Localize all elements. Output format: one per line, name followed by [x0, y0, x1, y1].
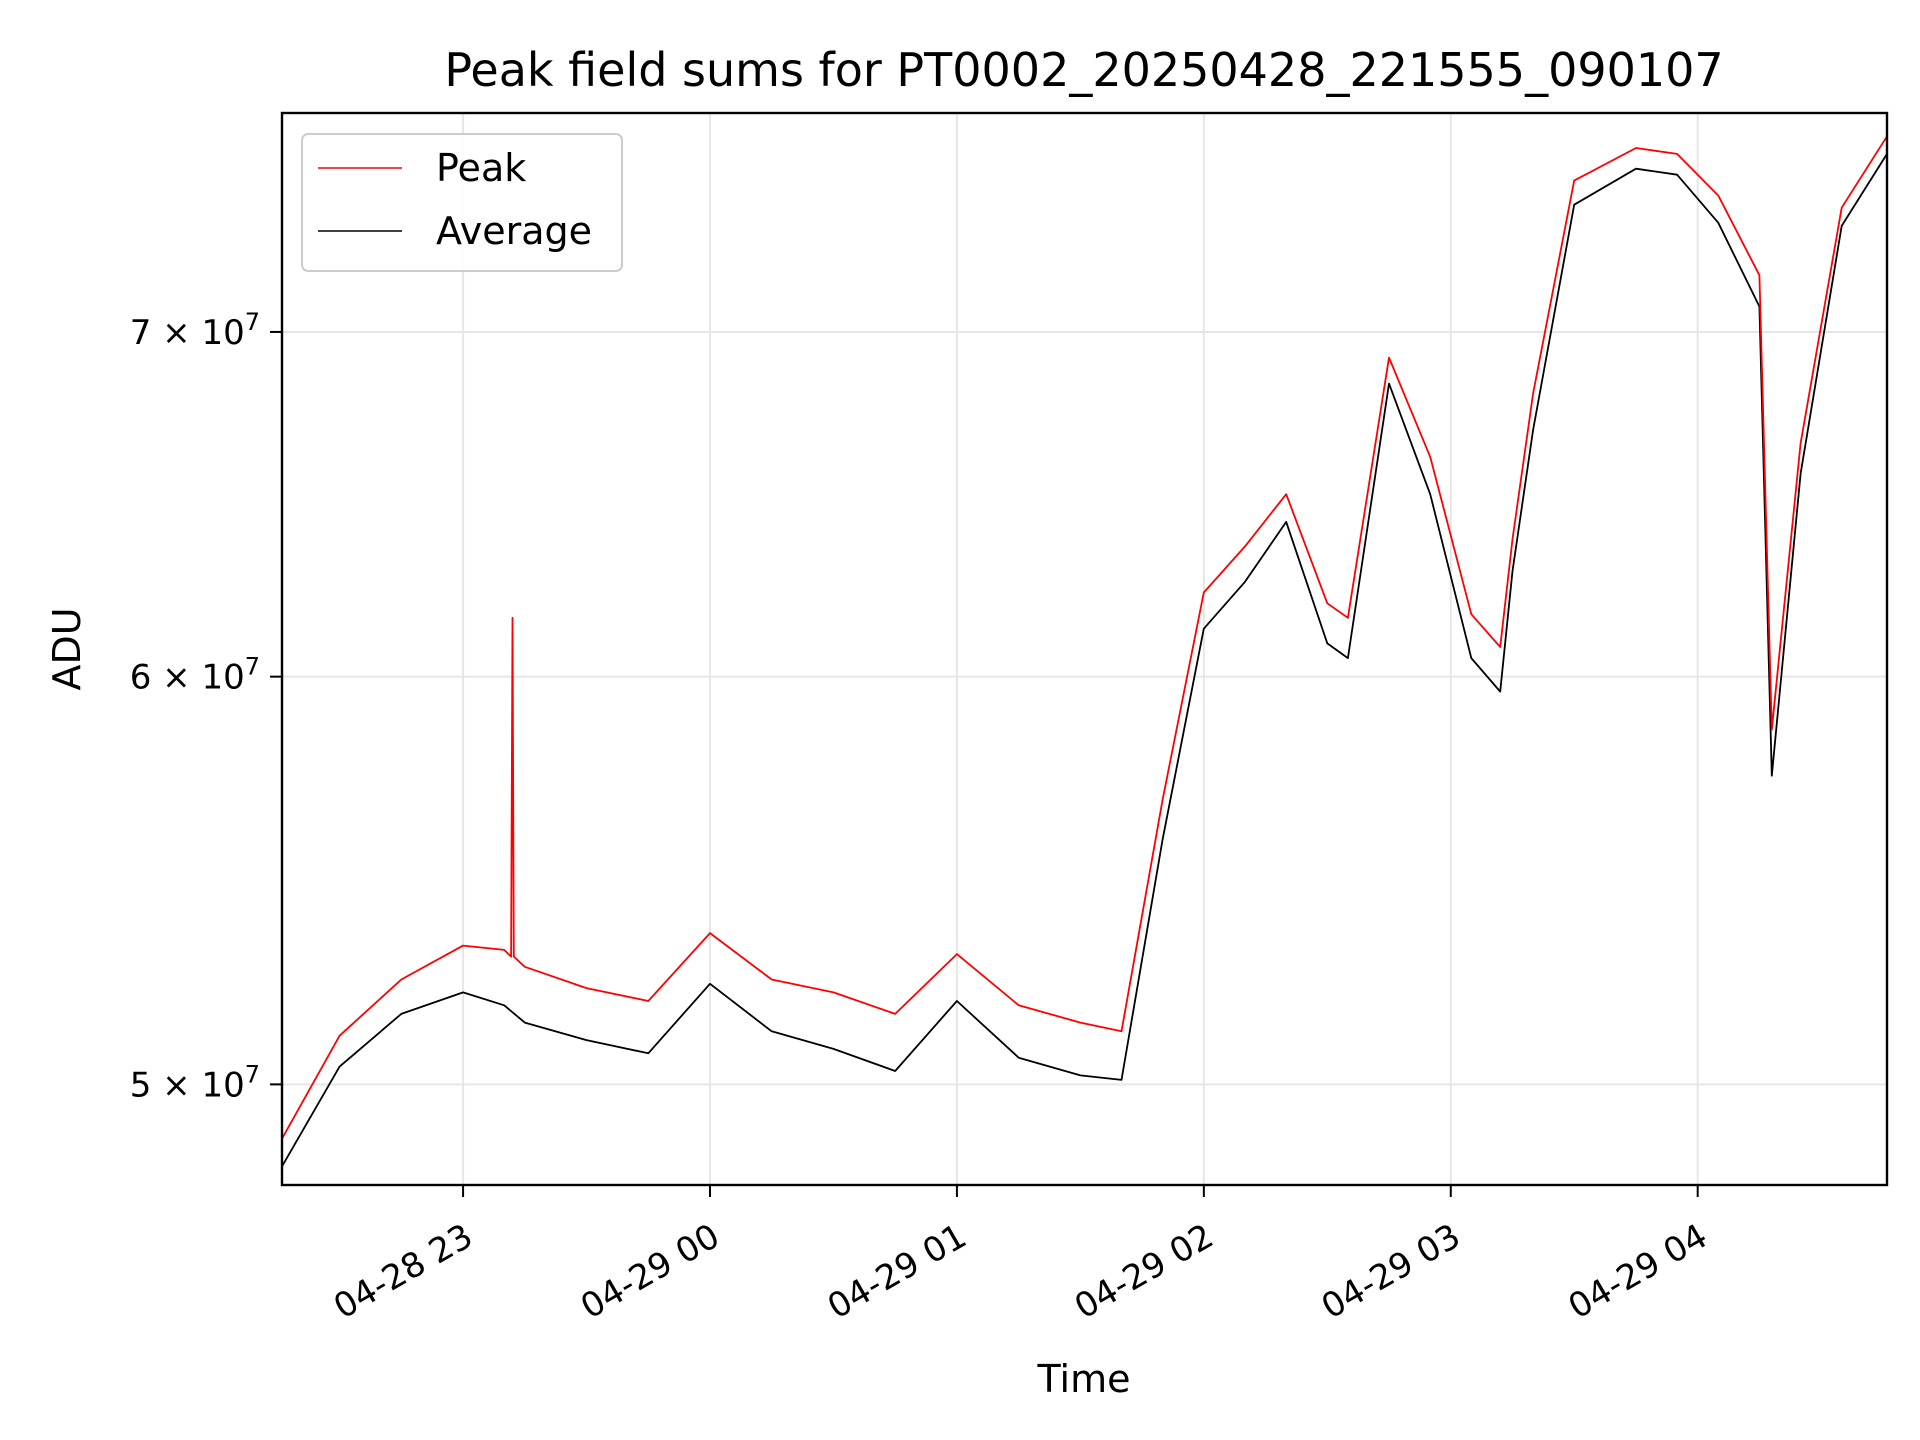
y-tick-label: 7 × 107 [130, 308, 260, 353]
legend: Peak Average [301, 133, 623, 272]
legend-label-average: Average [436, 209, 592, 253]
chart-title: Peak field sums for PT0002_20250428_2215… [444, 43, 1723, 97]
series-line-average [281, 153, 1888, 1167]
y-axis-label: ADU [45, 607, 89, 690]
x-tick-label: 04-29 00 [574, 1216, 726, 1327]
x-tick-label: 04-29 04 [1562, 1216, 1714, 1327]
x-tick-label: 04-29 03 [1315, 1216, 1467, 1327]
x-axis-label: Time [1037, 1357, 1131, 1401]
y-tick-label: 5 × 107 [130, 1060, 260, 1105]
series-group [281, 135, 1888, 1167]
grid [282, 113, 1887, 1185]
x-tick-label: 04-29 02 [1068, 1216, 1220, 1327]
x-tick-label: 04-29 01 [821, 1216, 973, 1327]
legend-label-peak: Peak [436, 146, 526, 190]
x-axis: 04-28 23 04-29 00 04-29 01 04-29 02 04-29 03… [327, 1185, 1714, 1327]
y-tick-label: 6 × 107 [130, 653, 260, 698]
series-line-peak [281, 135, 1888, 1140]
plot-frame [280, 111, 1889, 1187]
y-axis: 5 × 107 6 × 107 7 × 107 [130, 308, 282, 1105]
x-tick-label: 04-28 23 [327, 1216, 479, 1327]
